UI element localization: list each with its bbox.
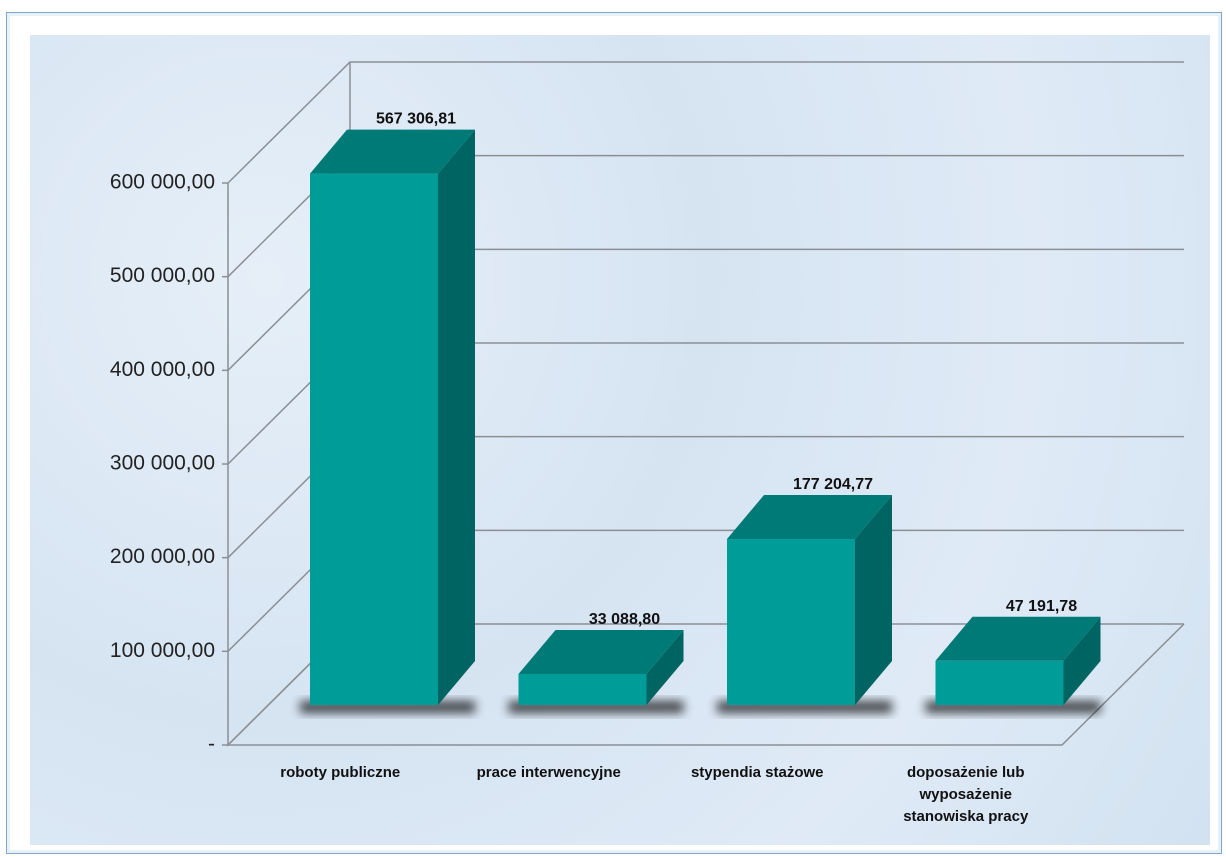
value-label: 567 306,81 [376,111,456,128]
x-tick-label: roboty publiczne [280,764,401,781]
x-tick-label: doposażenie lub wyposażenie stanowiska p… [903,764,1029,825]
bar-side [646,630,684,705]
value-label: 33 088,80 [589,611,660,628]
bar-front [727,539,855,705]
bar-side [438,129,475,705]
value-label: 47 191,78 [1006,598,1077,615]
bar-top [727,495,892,540]
bar [935,616,1101,705]
bar-top [310,129,475,174]
value-label: 177 204,77 [793,476,873,493]
bar [518,630,684,705]
y-tick-label: 400 000,00 [110,358,215,381]
y-tick-label: 300 000,00 [110,452,215,475]
bar-side [1063,616,1101,705]
x-tick-label: stypendia stażowe [690,764,824,781]
bar-front [518,674,647,705]
frame [6,12,1222,854]
bar [727,495,892,705]
x-tick-label: prace interwencyjne [476,764,621,781]
bar-top [935,616,1101,661]
bar [310,129,475,705]
bar-front [310,173,438,705]
y-tick-label: 500 000,00 [110,264,215,287]
grid-line [227,61,1184,184]
floor [228,623,1185,746]
bar-front [935,660,1064,705]
y-tick-label: 200 000,00 [110,545,215,568]
y-tick-label: - [208,733,215,756]
bar-top [518,630,684,675]
y-tick-label: 100 000,00 [110,639,215,662]
bar-side [855,495,892,705]
y-tick-label: 600 000,00 [110,171,215,194]
